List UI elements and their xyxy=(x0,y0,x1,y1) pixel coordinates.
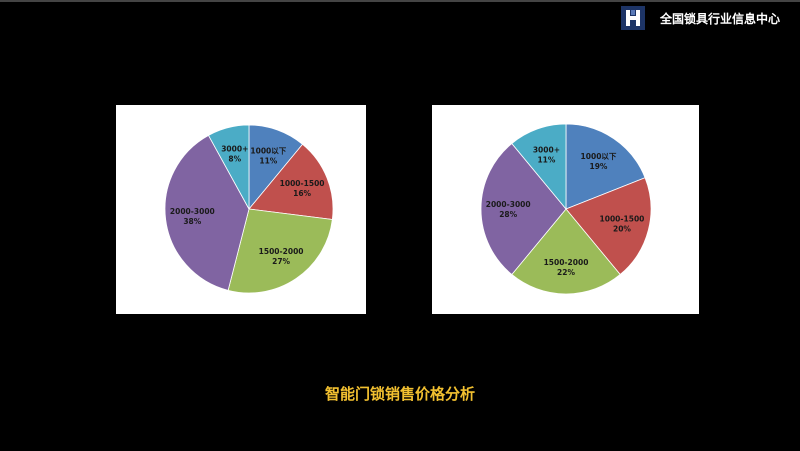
slice-category-label: 1000-1500 xyxy=(600,214,645,223)
slice-percent-label: 27% xyxy=(272,257,290,266)
slice-percent-label: 8% xyxy=(228,155,241,164)
pie-slice xyxy=(511,123,567,211)
brand-name: 全国锁具行业信息中心 xyxy=(660,12,781,26)
slice-category-label: 3000+ xyxy=(221,145,248,154)
slice-percent-label: 11% xyxy=(537,156,555,165)
slice-category-label: 3000+ xyxy=(533,146,560,155)
pie-slice xyxy=(227,208,333,294)
slice-category-label: 1000以下 xyxy=(581,152,617,161)
slice-percent-label: 22% xyxy=(557,268,575,277)
pie-slice xyxy=(511,208,621,295)
pie-slice xyxy=(480,142,567,276)
pie-slice xyxy=(565,177,652,276)
pie-slice xyxy=(164,134,250,291)
slice-category-label: 2000-3000 xyxy=(170,207,215,216)
pie-chart-1: 1000以下 11% 1000-1500 16% 1500-2000 27% 2000-30… xyxy=(116,105,366,314)
pie-slice xyxy=(248,143,334,220)
slice-percent-label: 28% xyxy=(499,210,517,219)
pie-slice xyxy=(565,123,646,210)
slice-category-label: 2000-3000 xyxy=(486,200,531,209)
top-border xyxy=(0,0,800,2)
slice-percent-label: 16% xyxy=(293,189,311,198)
slice-category-label: 1500-2000 xyxy=(259,247,304,256)
slide-caption: 智能门锁销售价格分析 xyxy=(324,385,475,403)
slice-category-label: 1500-2000 xyxy=(544,258,589,267)
pie-slice xyxy=(207,124,250,210)
pie-chart-2: 1000以下 19% 1000-1500 20% 1500-2000 22% 2000-30… xyxy=(432,105,699,314)
slice-percent-label: 19% xyxy=(590,162,608,171)
slice-percent-label: 20% xyxy=(613,224,631,233)
slice-category-label: 1000以下 xyxy=(250,146,286,155)
slice-percent-label: 11% xyxy=(259,156,277,165)
slice-percent-label: 38% xyxy=(183,217,201,226)
logo-icon xyxy=(621,6,645,30)
slice-category-label: 1000-1500 xyxy=(280,179,325,188)
